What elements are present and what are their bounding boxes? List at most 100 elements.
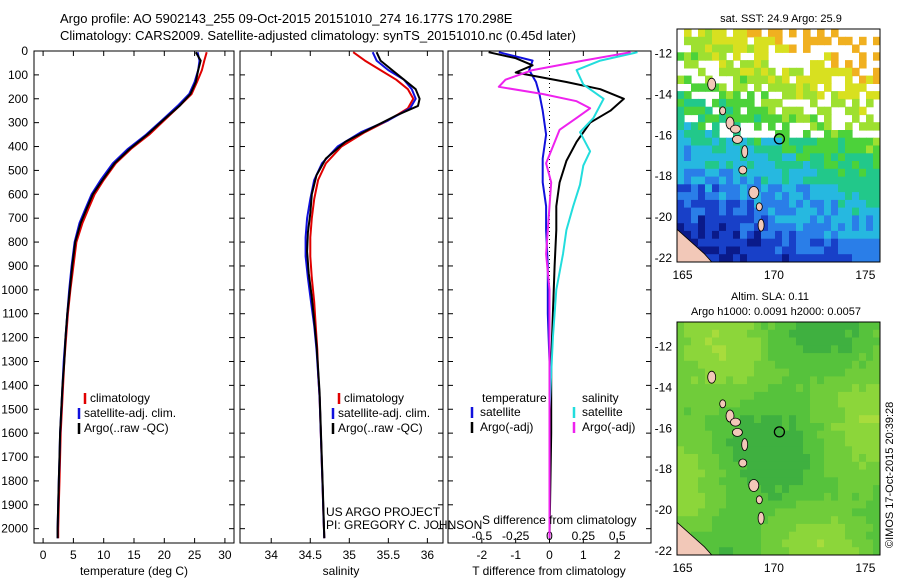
- map-cell: [845, 161, 853, 170]
- map-cell: [768, 539, 776, 548]
- map-cell: [859, 384, 867, 393]
- map-cell: [873, 337, 880, 346]
- map-cell: [873, 477, 880, 486]
- map-cell: [754, 238, 762, 248]
- map-cell: [684, 477, 692, 486]
- map-cell: [747, 423, 755, 432]
- map-cell: [733, 215, 741, 224]
- map-cell: [789, 407, 797, 416]
- map-cell: [747, 368, 755, 377]
- map-cell: [754, 399, 762, 409]
- map-cell: [677, 376, 685, 385]
- map-cell: [684, 407, 692, 416]
- map-cell: [691, 531, 699, 541]
- map-cell: [740, 415, 748, 424]
- s-tick-label: -0.5: [471, 529, 492, 543]
- map-cell: [824, 368, 832, 377]
- map-cell: [740, 360, 748, 370]
- map-cell: [747, 360, 755, 370]
- map-cell: [726, 176, 734, 185]
- map-cell: [747, 415, 755, 424]
- map-cell: [775, 438, 783, 447]
- map-cell: [824, 539, 832, 548]
- map-cell: [775, 399, 783, 409]
- x-tick-label: 35: [343, 548, 357, 562]
- map-cell: [796, 500, 804, 509]
- map-cell: [719, 145, 727, 154]
- map-cell: [782, 423, 790, 432]
- map-cell: [859, 36, 867, 46]
- map-cell: [726, 254, 734, 262]
- map-cell: [838, 485, 846, 494]
- map-cell: [824, 446, 832, 455]
- map-cell: [705, 114, 713, 123]
- map-cell: [726, 322, 734, 331]
- map-cell: [761, 384, 769, 393]
- land-mass: [677, 521, 713, 555]
- map-cell: [733, 184, 741, 193]
- map-cell: [684, 469, 692, 478]
- map-cell: [831, 254, 839, 262]
- map-cell: [817, 337, 825, 346]
- map-cell: [803, 168, 811, 178]
- map-cell: [831, 199, 839, 209]
- map-cell: [677, 368, 685, 377]
- map-cell: [754, 75, 762, 84]
- map-cell: [824, 415, 832, 424]
- map-cell: [754, 415, 762, 424]
- map-cell: [810, 523, 818, 533]
- map-cell: [740, 508, 748, 517]
- map-cell: [684, 399, 692, 409]
- map-cell: [831, 492, 839, 502]
- map-cell: [852, 469, 860, 478]
- map-cell: [859, 531, 867, 541]
- map-cell: [677, 407, 685, 416]
- map-cell: [873, 199, 880, 209]
- map-cell: [712, 98, 720, 108]
- map-cell: [838, 254, 846, 262]
- map-cell: [726, 223, 734, 232]
- map-cell: [789, 345, 797, 354]
- map-cell: [831, 184, 839, 193]
- map-cell: [726, 192, 734, 201]
- map-cell: [761, 215, 769, 224]
- map-cell: [831, 238, 839, 248]
- map-cell: [796, 523, 804, 533]
- map-cell: [845, 492, 853, 502]
- map-cell: [733, 207, 741, 216]
- map-cell: [677, 485, 685, 494]
- map-cell: [705, 360, 713, 370]
- map-cell: [824, 492, 832, 502]
- map-cell: [824, 130, 832, 139]
- map-cell: [768, 353, 776, 362]
- map-cell: [684, 415, 692, 424]
- map-cell: [859, 407, 867, 416]
- map-cell: [824, 360, 832, 370]
- map-cell: [754, 106, 762, 116]
- map-cell: [775, 161, 783, 170]
- map-cell: [859, 492, 867, 502]
- map-cell: [719, 423, 727, 432]
- map-cell: [845, 67, 853, 77]
- depth-tick-label: 500: [8, 163, 28, 177]
- map-cell: [726, 106, 734, 116]
- map-cell: [831, 461, 839, 471]
- map-cell: [796, 430, 804, 440]
- map-cell: [754, 345, 762, 354]
- map-cell: [845, 207, 853, 216]
- map-cell: [803, 384, 811, 393]
- map-cell: [712, 207, 720, 216]
- map-cell: [845, 539, 853, 548]
- s-tick-label: 0.25: [572, 529, 596, 543]
- map-cell: [684, 438, 692, 447]
- map-cell: [845, 368, 853, 377]
- map-cell: [761, 329, 769, 339]
- map-cell: [838, 207, 846, 216]
- map-cell: [796, 353, 804, 362]
- map-cell: [705, 246, 713, 255]
- map-cell: [761, 106, 769, 116]
- map-cell: [719, 223, 727, 232]
- map-cell: [698, 446, 706, 455]
- map-cell: [719, 153, 727, 162]
- map-cell: [719, 161, 727, 170]
